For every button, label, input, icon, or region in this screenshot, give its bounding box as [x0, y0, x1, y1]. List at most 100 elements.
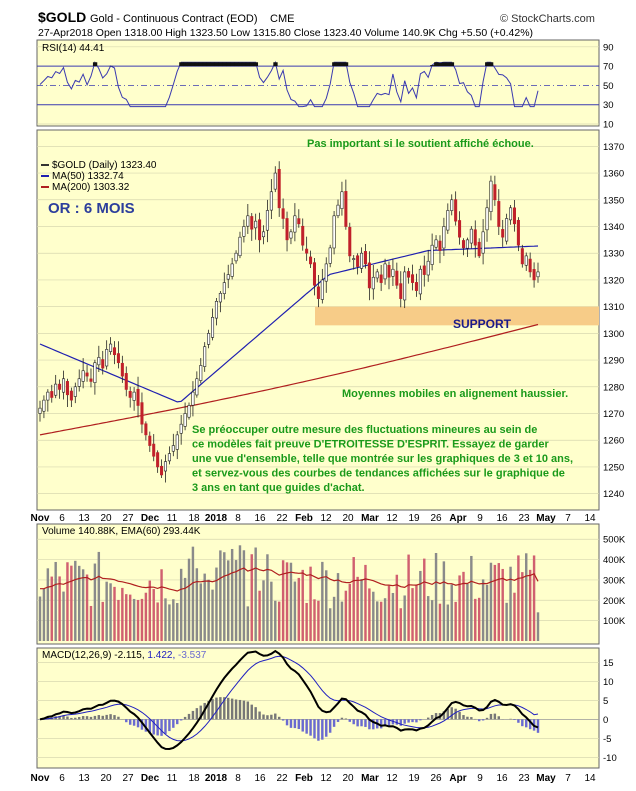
rsi-grid [37, 46, 599, 125]
rsi-label: RSI(14) 44.41 [42, 43, 105, 54]
macd-hist-bar [62, 715, 65, 720]
rsi-overbought-segment [445, 62, 451, 67]
annotation-body: Se préoccuper outre mesure des fluctuati… [192, 424, 573, 494]
x-tick-label: 6 [59, 513, 65, 524]
volume-bar [93, 563, 97, 641]
macd-hist-bar [525, 719, 528, 728]
candle-body [136, 388, 140, 406]
macd-hist-bar [383, 719, 387, 727]
volume-bar [426, 596, 430, 641]
volume-tick-label: 200K [603, 596, 626, 607]
volume-bar [383, 598, 387, 641]
candle-body [175, 434, 179, 450]
volume-bar [164, 598, 167, 641]
x-tick-label: 26 [430, 513, 442, 524]
volume-bar [156, 602, 159, 641]
rsi-overbought-segment [206, 62, 211, 67]
candle-body [422, 265, 426, 275]
volume-bar [423, 558, 426, 641]
candle-body [344, 191, 348, 227]
x-tick-label: 20 [342, 513, 354, 524]
price-tick-label: 1340 [603, 222, 624, 233]
rsi-overbought-fill [92, 62, 494, 67]
candle-body [379, 274, 383, 283]
macd-hist-bar [238, 699, 242, 720]
macd-hist-bar [242, 700, 246, 720]
rsi-overbought-segment [226, 62, 231, 67]
rsi-overbought-segment [241, 62, 247, 67]
candle-body [132, 391, 136, 401]
volume-bar [497, 563, 501, 641]
macd-hist-bar [348, 719, 351, 722]
price-grid [37, 146, 599, 494]
price-tick-label: 1280 [603, 382, 624, 393]
volume-bar [125, 594, 128, 641]
volume-bar [521, 572, 524, 641]
price-tick-label: 1300 [603, 329, 624, 340]
volume-bar [328, 608, 332, 641]
volume-bar [62, 591, 65, 641]
price-tick-label: 1360 [603, 169, 624, 180]
macd-hist-bar [262, 714, 265, 720]
macd-hist-bar [250, 704, 253, 720]
candle-body [250, 216, 254, 230]
macd-hist-bar [477, 719, 481, 722]
volume-bar [140, 598, 144, 641]
price-tick-label: 1330 [603, 249, 624, 260]
volume-bar [77, 565, 81, 641]
candle-body [536, 271, 540, 278]
volume-bar [387, 585, 391, 641]
rsi-overbought-segment [179, 62, 184, 67]
volume-bar [179, 568, 183, 641]
candle-body [411, 274, 415, 283]
volume-bar [356, 576, 359, 641]
macd-hist-bar [399, 719, 402, 726]
macd-hist-bar [70, 717, 73, 720]
x-tick-label: 2018 [205, 513, 228, 524]
volume-bar [501, 568, 504, 641]
x-tick-label: 8 [235, 773, 241, 784]
volume-bar [227, 560, 230, 641]
rsi-overbought-segment [441, 62, 447, 67]
candle-body [356, 255, 360, 267]
volume-bar [528, 569, 532, 641]
ma50-line [39, 245, 539, 403]
rsi-overbought-segment [210, 62, 215, 67]
macd-hist-bar [426, 717, 430, 720]
volume-bar [442, 561, 446, 641]
volume-bar [85, 574, 89, 641]
x-tick-label: 23 [518, 513, 530, 524]
candle-body [293, 215, 297, 233]
macd-hist-bar [336, 719, 340, 722]
macd-hist-bar [234, 699, 238, 720]
macd-hist-bar [89, 716, 93, 720]
volume-bar [132, 598, 136, 641]
macd-hist-bar [301, 719, 304, 732]
x-tick-label: 9 [477, 773, 483, 784]
volume-bar [199, 583, 202, 641]
legend-entry: MA(200) 1303.32 [52, 182, 130, 193]
price-tick-label: 1240 [603, 489, 624, 500]
rsi-overbought-segment [253, 62, 259, 67]
volume-bar [219, 550, 222, 641]
x-tick-label: 13 [78, 513, 90, 524]
candle-body [207, 333, 211, 345]
candle-body [269, 191, 273, 211]
candle-body [403, 271, 407, 301]
candle-body [77, 378, 81, 387]
rsi-overbought-segment [449, 62, 455, 67]
x-tick-label: 22 [276, 773, 288, 784]
volume-bar [58, 576, 61, 641]
macd-hist-bar [293, 719, 297, 729]
macd-label-prefix: MACD(12,26,9) -2.115, [42, 650, 145, 661]
volume-bar [152, 589, 155, 641]
x-tick-label: 11 [167, 773, 178, 784]
candle-body [438, 240, 442, 251]
macd-hist-bar [328, 719, 332, 733]
candle-body [187, 405, 191, 418]
macd-hist-bar [340, 717, 344, 720]
candle-body [97, 357, 101, 366]
macd-hist-bar [536, 719, 540, 733]
macd-tick-label: 5 [603, 696, 608, 707]
candle-body [430, 244, 434, 265]
